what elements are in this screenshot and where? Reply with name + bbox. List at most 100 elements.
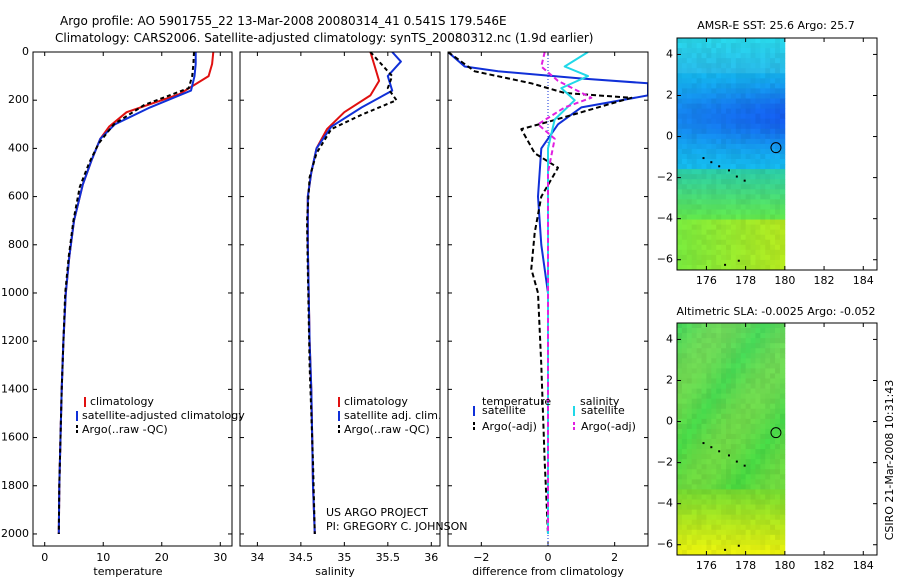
- map-cell: [735, 234, 742, 241]
- map-cell: [681, 48, 688, 54]
- map-cell: [681, 524, 688, 531]
- map-cell: [770, 98, 776, 104]
- map-cell: [755, 524, 761, 531]
- map-cell: [760, 479, 766, 485]
- map-cell: [696, 484, 702, 490]
- map-cell: [775, 363, 781, 369]
- map-cell: [686, 469, 693, 475]
- map-cell: [686, 499, 693, 505]
- map-cell: [740, 393, 747, 400]
- map-cell: [716, 444, 722, 450]
- map-cell: [726, 393, 732, 400]
- map-cell: [740, 378, 747, 384]
- map-cell: [750, 388, 756, 395]
- map-cell: [716, 199, 722, 205]
- map-cell: [755, 358, 761, 364]
- map-cell: [677, 174, 683, 180]
- map-cell: [775, 229, 781, 236]
- map-cell: [735, 544, 742, 551]
- map-cell: [711, 408, 717, 415]
- map-cell: [770, 489, 776, 495]
- map-cell: [677, 194, 683, 200]
- map-cell: [721, 113, 727, 120]
- map-cell: [706, 489, 712, 495]
- map-cell: [765, 123, 771, 130]
- map-cell: [745, 494, 751, 500]
- map-cell: [706, 159, 712, 165]
- map-cell: [760, 103, 766, 110]
- map-cell: [681, 128, 688, 135]
- map-cell: [750, 108, 756, 115]
- map-ytick-label: 4: [666, 332, 673, 345]
- map-cell: [706, 128, 712, 135]
- map-ytick-label: −2: [657, 456, 673, 469]
- map-cell: [716, 373, 722, 379]
- map-cell: [696, 103, 702, 110]
- map-cell: [716, 259, 722, 266]
- map-cell: [775, 244, 781, 251]
- map-cell: [760, 128, 766, 135]
- map-cell: [706, 459, 712, 465]
- map-cell: [681, 133, 688, 140]
- map-cell: [686, 459, 693, 465]
- map-cell: [677, 148, 683, 155]
- map-cell: [711, 174, 717, 180]
- map-cell: [701, 323, 707, 329]
- map-cell: [730, 98, 737, 104]
- map-cell: [706, 224, 712, 231]
- map-cell: [730, 234, 737, 241]
- map-cell: [716, 43, 722, 49]
- map-cell: [775, 154, 781, 160]
- map-cell: [755, 449, 761, 455]
- map-cell: [760, 449, 766, 455]
- map-cell: [711, 383, 717, 389]
- map-cell: [779, 494, 786, 500]
- map-cell: [721, 179, 727, 185]
- map-cell: [681, 189, 688, 195]
- map-cell: [686, 323, 693, 329]
- map-cell: [765, 108, 771, 115]
- map-cell: [706, 43, 712, 49]
- map-cell: [681, 244, 688, 251]
- map-cell: [677, 204, 683, 210]
- map-cell: [726, 98, 732, 104]
- map-cell: [779, 58, 786, 64]
- map-cell: [701, 549, 707, 556]
- map-cell: [706, 113, 712, 120]
- map-cell: [701, 439, 707, 445]
- map-cell: [686, 254, 693, 261]
- map-cell: [765, 549, 771, 556]
- map-ytick-label: −4: [657, 212, 673, 225]
- map-cell: [770, 444, 776, 450]
- map-cell: [696, 83, 702, 89]
- map-cell: [735, 179, 742, 185]
- map-cell: [735, 323, 742, 329]
- map-cell: [686, 189, 693, 195]
- map-cell: [765, 78, 771, 84]
- map-cell: [726, 179, 732, 185]
- map-cell: [730, 499, 737, 505]
- map-cell: [726, 524, 732, 531]
- map-cell: [735, 524, 742, 531]
- map-cell: [765, 423, 771, 430]
- map-cell: [730, 68, 737, 74]
- map-cell: [701, 204, 707, 210]
- map-cell: [765, 484, 771, 490]
- map-cell: [770, 199, 776, 205]
- salinity-series-climatology: [306, 52, 381, 535]
- map-cell: [779, 264, 786, 271]
- map-cell: [755, 43, 761, 49]
- map-cell: [691, 133, 698, 140]
- map-cell: [735, 78, 742, 84]
- map-cell: [711, 519, 717, 526]
- map-cell: [735, 133, 742, 140]
- map-cell: [779, 343, 786, 349]
- map-cell: [765, 133, 771, 140]
- sst-map-frame: [676, 37, 878, 271]
- map-cell: [701, 534, 707, 541]
- map-cell: [730, 123, 737, 130]
- map-cell: [760, 239, 766, 246]
- map-cell: [716, 439, 722, 445]
- map-cell: [755, 58, 761, 64]
- map-cell: [686, 98, 693, 104]
